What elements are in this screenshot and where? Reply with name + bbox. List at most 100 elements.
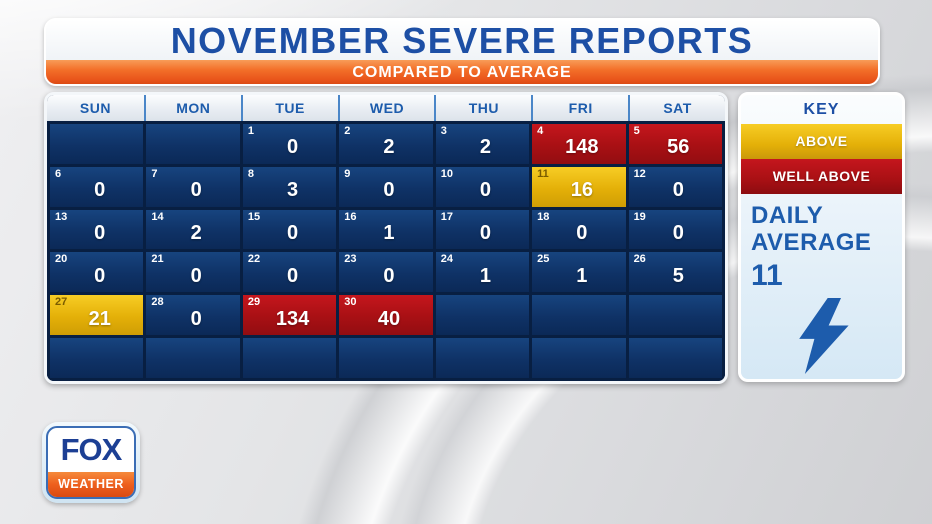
cell-day-number: 14 — [151, 210, 164, 223]
subtitle-bar: COMPARED TO AVERAGE — [46, 60, 878, 84]
day-header: MON — [143, 95, 241, 121]
calendar-cell — [146, 338, 240, 378]
calendar-cell: 28 0 — [146, 295, 240, 336]
cell-value: 40 — [377, 307, 401, 330]
cell-value: 0 — [94, 222, 106, 245]
calendar-cell — [435, 338, 530, 378]
key-panel: KEY ABOVE WELL ABOVE DAILY AVERAGE 11 — [738, 92, 905, 382]
calendar-cell — [242, 338, 337, 378]
lightning-bolt-icon — [741, 293, 902, 379]
calendar-cell — [628, 295, 722, 336]
calendar-cell: 23 0 — [339, 252, 433, 293]
cell-value: 56 — [667, 136, 690, 159]
cell-value — [672, 311, 678, 319]
cell-day-number: 10 — [440, 167, 453, 180]
cell-value: 0 — [190, 307, 202, 330]
cell-value: 0 — [190, 179, 202, 202]
calendar-grid: 1 0 2 2 3 2 4 148 5 56 6 0 7 0 8 3 9 0 10 0 11 16 12 0 13 0 14 2 15 0… — [47, 121, 725, 381]
key-title: KEY — [803, 101, 840, 118]
cell-value — [190, 354, 196, 362]
cell-value — [479, 354, 485, 362]
day-header-row: SUN MON TUE WED THU FRI SAT — [47, 95, 725, 121]
calendar-cell: 22 0 — [242, 252, 337, 293]
cell-day-number: 6 — [55, 167, 62, 180]
calendar-cell: 26 5 — [628, 252, 722, 293]
cell-value: 0 — [287, 136, 299, 159]
daily-average-value: 11 — [751, 258, 783, 292]
calendar-cell — [50, 124, 144, 164]
daily-average-label: DAILY AVERAGE — [751, 202, 872, 256]
calendar-cell: 19 0 — [628, 209, 722, 250]
cell-value — [94, 140, 100, 148]
weather-logo-text: WEATHER — [48, 472, 134, 497]
above-swatch: ABOVE — [741, 124, 902, 159]
cell-day-number: 9 — [344, 167, 351, 180]
cell-value — [576, 311, 582, 319]
cell-value: 1 — [479, 264, 491, 287]
cell-value: 134 — [275, 307, 310, 330]
cell-value: 0 — [190, 264, 202, 287]
fox-weather-logo-inner: FOX WEATHER — [46, 426, 136, 499]
calendar-cell — [50, 338, 144, 378]
cell-day-number: 19 — [633, 210, 646, 223]
cell-day-number: 13 — [55, 210, 68, 223]
day-header: SAT — [628, 95, 725, 121]
cell-value: 2 — [190, 222, 202, 245]
cell-day-number: 18 — [537, 210, 550, 223]
calendar-cell — [532, 295, 626, 336]
calendar-cell: 27 21 — [50, 295, 144, 336]
cell-value: 0 — [287, 222, 299, 245]
cell-day-number: 3 — [440, 125, 447, 137]
cell-value: 1 — [576, 264, 588, 287]
cell-day-number: 23 — [344, 253, 357, 266]
cell-value — [672, 354, 678, 362]
calendar-cell — [146, 124, 240, 164]
cell-day-number: 5 — [633, 125, 640, 137]
cell-value: 0 — [94, 179, 106, 202]
fox-logo-text: FOX — [60, 432, 123, 467]
cell-value: 2 — [383, 136, 395, 159]
page-title: NOVEMBER SEVERE REPORTS — [170, 20, 754, 61]
cell-day-number: 27 — [55, 296, 68, 309]
cell-day-number: 11 — [537, 167, 549, 180]
cell-day-number: 7 — [151, 167, 158, 180]
calendar-panel: SUN MON TUE WED THU FRI SAT 1 0 2 2 3 2 4 148 5 56 6 0 7 0 8… — [44, 92, 728, 384]
cell-value: 0 — [576, 222, 588, 245]
day-header: TUE — [240, 95, 338, 121]
cell-value — [287, 354, 293, 362]
calendar-cell: 5 56 — [628, 124, 722, 164]
calendar-cell: 20 0 — [50, 252, 144, 293]
cell-value: 0 — [287, 264, 299, 287]
day-header: WED — [337, 95, 435, 121]
calendar-cell: 21 0 — [146, 252, 240, 293]
cell-value: 148 — [565, 136, 599, 159]
cell-day-number: 29 — [247, 296, 261, 309]
calendar-cell: 25 1 — [532, 252, 626, 293]
calendar-cell: 4 148 — [532, 124, 626, 164]
cell-value — [576, 354, 582, 362]
cell-day-number: 4 — [537, 125, 544, 137]
cell-day-number: 26 — [633, 253, 646, 266]
cell-value: 3 — [287, 179, 299, 202]
cell-value: 16 — [570, 179, 593, 202]
calendar-cell: 18 0 — [532, 209, 626, 250]
day-header: FRI — [531, 95, 628, 121]
calendar-cell: 13 0 — [50, 209, 144, 250]
cell-day-number: 8 — [247, 167, 254, 180]
cell-value: 0 — [672, 179, 684, 202]
calendar-cell: 11 16 — [532, 166, 626, 207]
calendar-cell — [435, 295, 530, 336]
cell-day-number: 17 — [440, 210, 453, 223]
cell-value: 0 — [94, 264, 106, 287]
cell-value — [190, 140, 196, 148]
cell-day-number: 30 — [344, 296, 357, 309]
calendar-cell: 30 40 — [339, 295, 433, 336]
cell-day-number: 28 — [151, 296, 164, 309]
calendar-cell: 10 0 — [435, 166, 530, 207]
calendar-cell — [339, 338, 433, 378]
cell-day-number: 16 — [344, 210, 357, 223]
cell-day-number: 25 — [537, 253, 550, 266]
